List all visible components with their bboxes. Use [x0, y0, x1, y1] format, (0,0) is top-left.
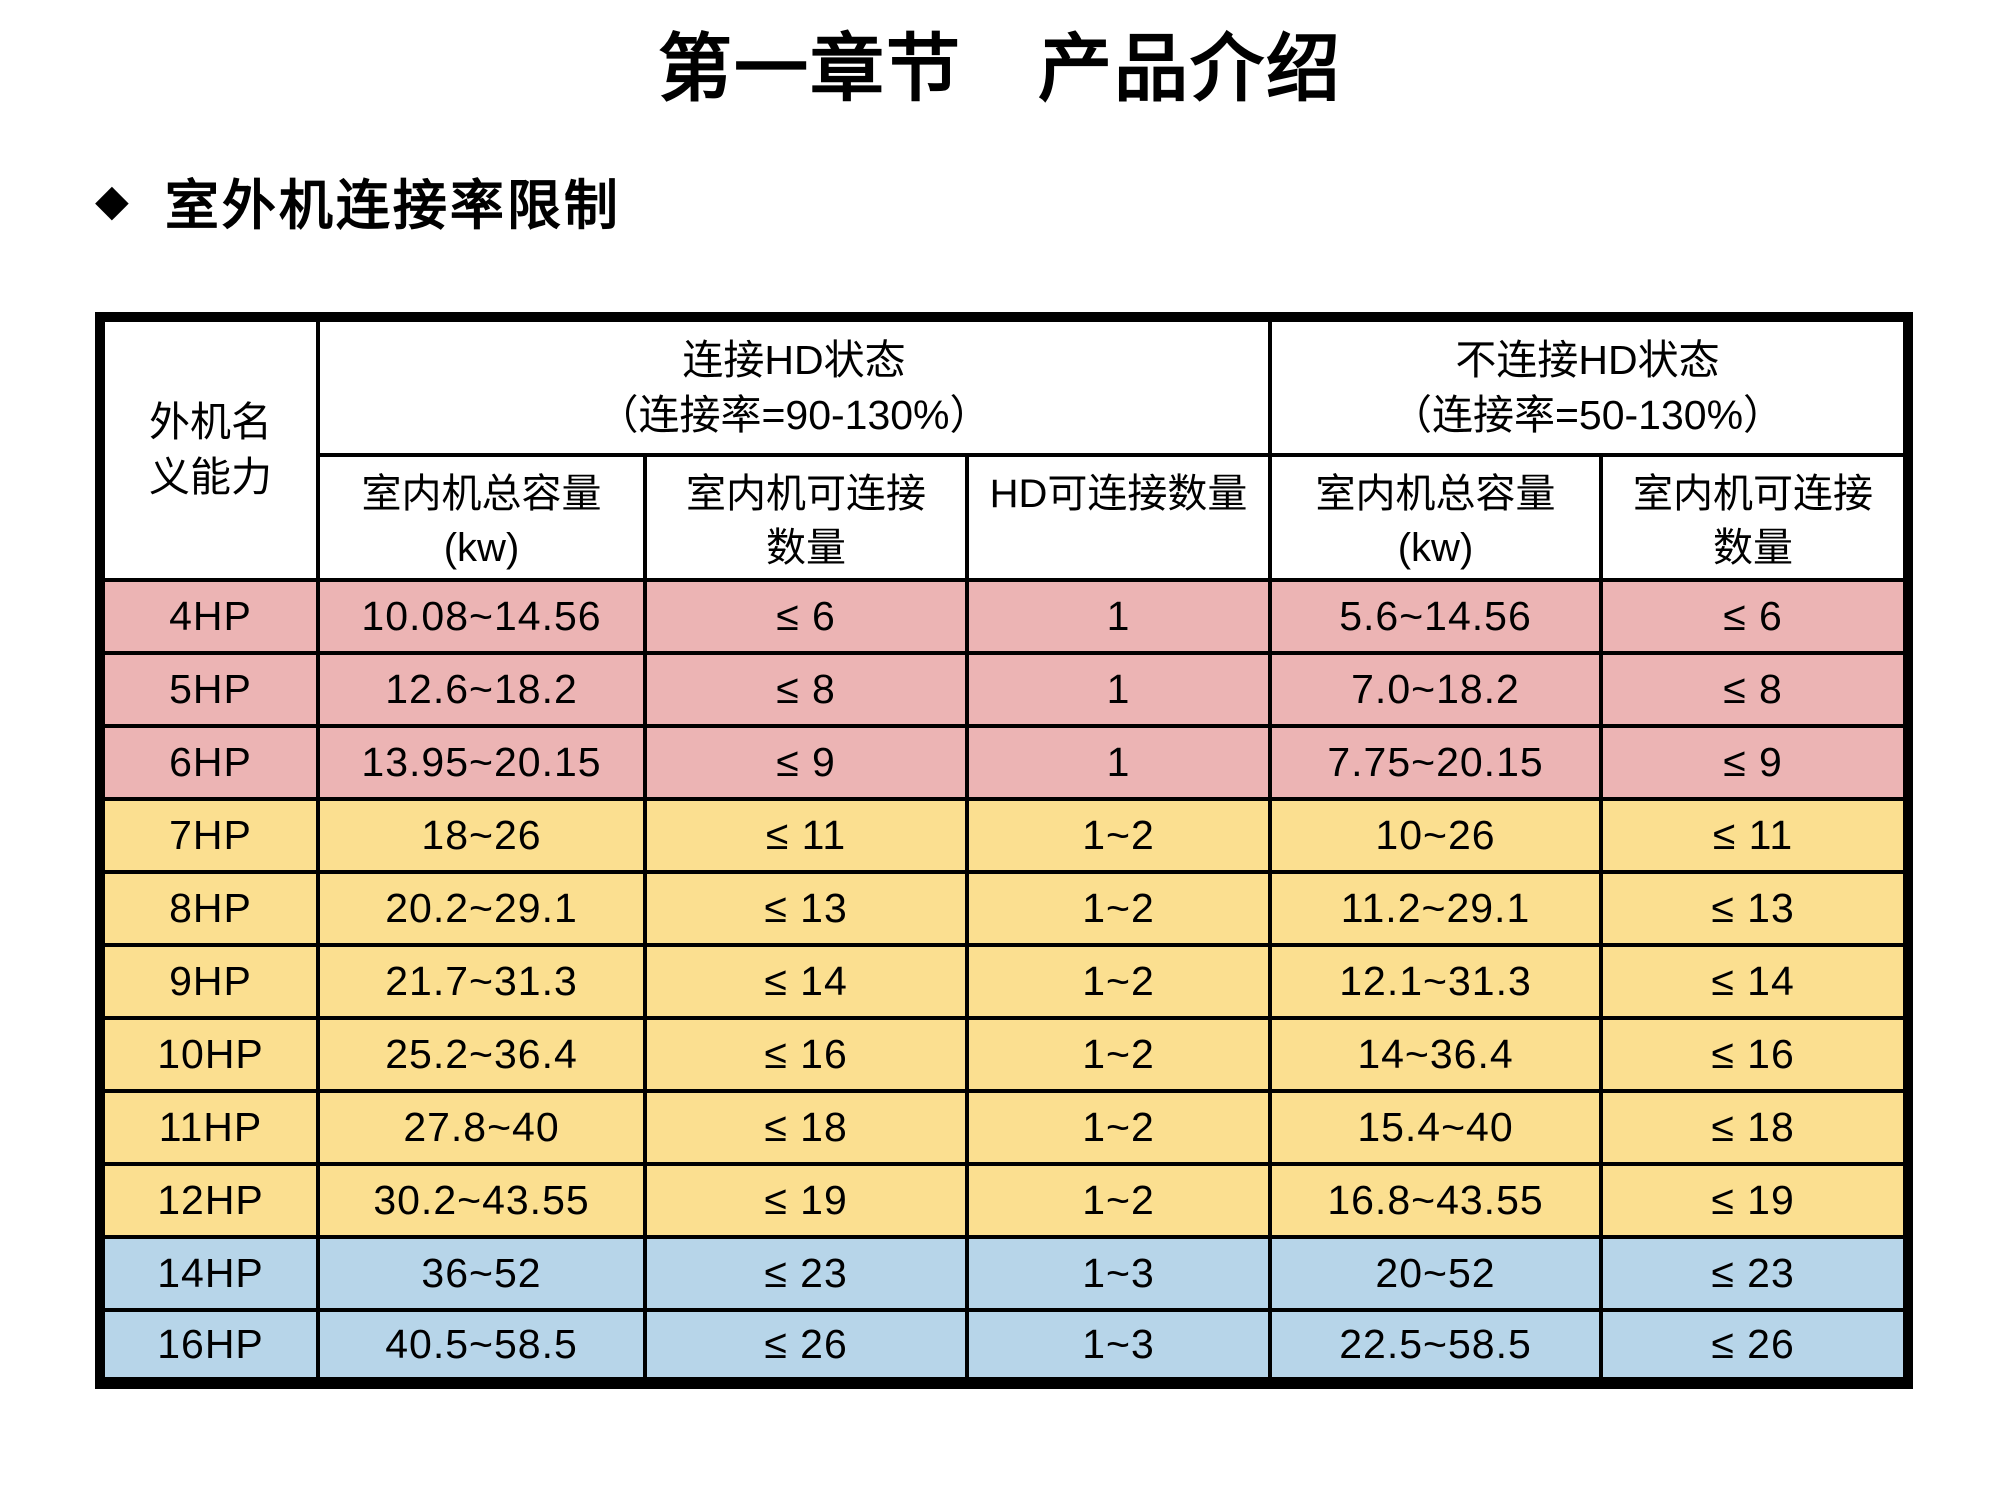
table-row: 8HP 20.2~29.1 ≤ 13 1~2 11.2~29.1 ≤ 13 — [98, 870, 1911, 948]
data-cell: ≤ 8 — [1598, 651, 1911, 729]
hp-cell: 5HP — [98, 651, 320, 729]
data-cell: ≤ 6 — [1598, 578, 1911, 656]
section-title: 室外机连接率限制 — [164, 176, 621, 237]
hp-cell: 10HP — [98, 1016, 320, 1094]
data-cell: 1 — [965, 578, 1272, 656]
data-cell: ≤ 23 — [1598, 1235, 1911, 1313]
data-cell: ≤ 11 — [643, 797, 969, 875]
data-cell: 10~26 — [1268, 797, 1603, 875]
data-cell: 1~2 — [965, 797, 1272, 875]
sub-header-indoor-total-capacity-2: 室内机总容量 (kw) — [1268, 453, 1603, 583]
corner-header-cell: 外机名 义能力 — [98, 315, 320, 583]
data-cell: ≤ 11 — [1598, 797, 1911, 875]
data-cell: 1~2 — [965, 1162, 1272, 1240]
data-cell: ≤ 9 — [1598, 724, 1911, 802]
data-cell: ≤ 16 — [1598, 1016, 1911, 1094]
data-cell: ≤ 6 — [643, 578, 969, 656]
data-cell: 14~36.4 — [1268, 1016, 1603, 1094]
data-cell: 13.95~20.15 — [316, 724, 647, 802]
data-cell: ≤ 26 — [1598, 1308, 1911, 1386]
data-cell: 22.5~58.5 — [1268, 1308, 1603, 1386]
table-row: 4HP 10.08~14.56 ≤ 6 1 5.6~14.56 ≤ 6 — [98, 578, 1911, 656]
section-heading: ◆ 室外机连接率限制 — [95, 161, 2000, 240]
table-row: 9HP 21.7~31.3 ≤ 14 1~2 12.1~31.3 ≤ 14 — [98, 943, 1911, 1021]
table-row: 5HP 12.6~18.2 ≤ 8 1 7.0~18.2 ≤ 8 — [98, 651, 1911, 729]
hp-cell: 6HP — [98, 724, 320, 802]
sub-header-indoor-total-capacity: 室内机总容量 (kw) — [316, 453, 647, 583]
data-cell: ≤ 18 — [1598, 1089, 1911, 1167]
data-cell: 1~3 — [965, 1235, 1272, 1313]
data-cell: 1~2 — [965, 870, 1272, 948]
data-cell: 5.6~14.56 — [1268, 578, 1603, 656]
group-header-connected-hd: 连接HD状态 （连接率=90-130%） — [316, 315, 1272, 458]
data-cell: ≤ 16 — [643, 1016, 969, 1094]
data-cell: 16.8~43.55 — [1268, 1162, 1603, 1240]
connection-rate-limit-table: 外机名 义能力 连接HD状态 （连接率=90-130%） 不连接HD状态 （连接… — [95, 312, 1914, 1390]
data-cell: 7.0~18.2 — [1268, 651, 1603, 729]
data-cell: 21.7~31.3 — [316, 943, 647, 1021]
data-cell: 25.2~36.4 — [316, 1016, 647, 1094]
data-cell: ≤ 26 — [643, 1308, 969, 1386]
hp-cell: 14HP — [98, 1235, 320, 1313]
data-cell: 11.2~29.1 — [1268, 870, 1603, 948]
data-cell: ≤ 8 — [643, 651, 969, 729]
hp-cell: 9HP — [98, 943, 320, 1021]
data-cell: ≤ 23 — [643, 1235, 969, 1313]
data-cell: 36~52 — [316, 1235, 647, 1313]
data-cell: ≤ 19 — [1598, 1162, 1911, 1240]
data-cell: 1~2 — [965, 1016, 1272, 1094]
group-header-not-connected-hd: 不连接HD状态 （连接率=50-130%） — [1267, 315, 1911, 458]
data-cell: 1~3 — [965, 1308, 1272, 1386]
data-cell: ≤ 9 — [643, 724, 969, 802]
table-row: 10HP 25.2~36.4 ≤ 16 1~2 14~36.4 ≤ 16 — [98, 1016, 1911, 1094]
sub-header-row: 室内机总容量 (kw) 室内机可连接 数量 HD可连接数量 室内机总容量 (kw… — [100, 453, 1911, 583]
data-cell: 12.6~18.2 — [316, 651, 647, 729]
data-cell: ≤ 18 — [643, 1089, 969, 1167]
hp-cell: 11HP — [98, 1089, 320, 1167]
data-cell: 15.4~40 — [1268, 1089, 1603, 1167]
group-header-row: 外机名 义能力 连接HD状态 （连接率=90-130%） 不连接HD状态 （连接… — [98, 315, 1911, 583]
data-cell: ≤ 14 — [1598, 943, 1911, 1021]
hp-cell: 12HP — [98, 1162, 320, 1240]
data-cell: 30.2~43.55 — [316, 1162, 647, 1240]
data-cell: 1~2 — [965, 943, 1272, 1021]
data-cell: ≤ 14 — [643, 943, 969, 1021]
data-cell: 18~26 — [316, 797, 647, 875]
table-row: 6HP 13.95~20.15 ≤ 9 1 7.75~20.15 ≤ 9 — [98, 724, 1911, 802]
hp-cell: 8HP — [98, 870, 320, 948]
data-cell: 10.08~14.56 — [316, 578, 647, 656]
data-cell: 7.75~20.15 — [1268, 724, 1603, 802]
data-cell: 40.5~58.5 — [316, 1308, 647, 1386]
data-cell: ≤ 13 — [1598, 870, 1911, 948]
data-cell: ≤ 13 — [643, 870, 969, 948]
data-cell: 20.2~29.1 — [316, 870, 647, 948]
hp-cell: 16HP — [98, 1308, 320, 1386]
data-cell: 27.8~40 — [316, 1089, 647, 1167]
hp-cell: 4HP — [98, 578, 320, 656]
data-cell: 1 — [965, 651, 1272, 729]
page-title: 第一章节 产品介绍 — [658, 27, 1342, 110]
table-row: 14HP 36~52 ≤ 23 1~3 20~52 ≤ 23 — [98, 1235, 1911, 1313]
diamond-bullet-icon: ◆ — [95, 175, 129, 225]
data-cell: 12.1~31.3 — [1268, 943, 1603, 1021]
data-cell: ≤ 19 — [643, 1162, 969, 1240]
sub-header-indoor-connectable-count-2: 室内机可连接 数量 — [1598, 453, 1911, 583]
sub-header-hd-connectable-count: HD可连接数量 — [965, 453, 1272, 583]
table-row: 7HP 18~26 ≤ 11 1~2 10~26 ≤ 11 — [98, 797, 1911, 875]
data-cell: 20~52 — [1268, 1235, 1603, 1313]
sub-header-indoor-connectable-count: 室内机可连接 数量 — [643, 453, 969, 583]
table-row: 11HP 27.8~40 ≤ 18 1~2 15.4~40 ≤ 18 — [98, 1089, 1911, 1167]
hp-cell: 7HP — [98, 797, 320, 875]
table-row: 12HP 30.2~43.55 ≤ 19 1~2 16.8~43.55 ≤ 19 — [98, 1162, 1911, 1240]
data-cell: 1 — [965, 724, 1272, 802]
table-row: 16HP 40.5~58.5 ≤ 26 1~3 22.5~58.5 ≤ 26 — [98, 1308, 1911, 1386]
data-cell: 1~2 — [965, 1089, 1272, 1167]
